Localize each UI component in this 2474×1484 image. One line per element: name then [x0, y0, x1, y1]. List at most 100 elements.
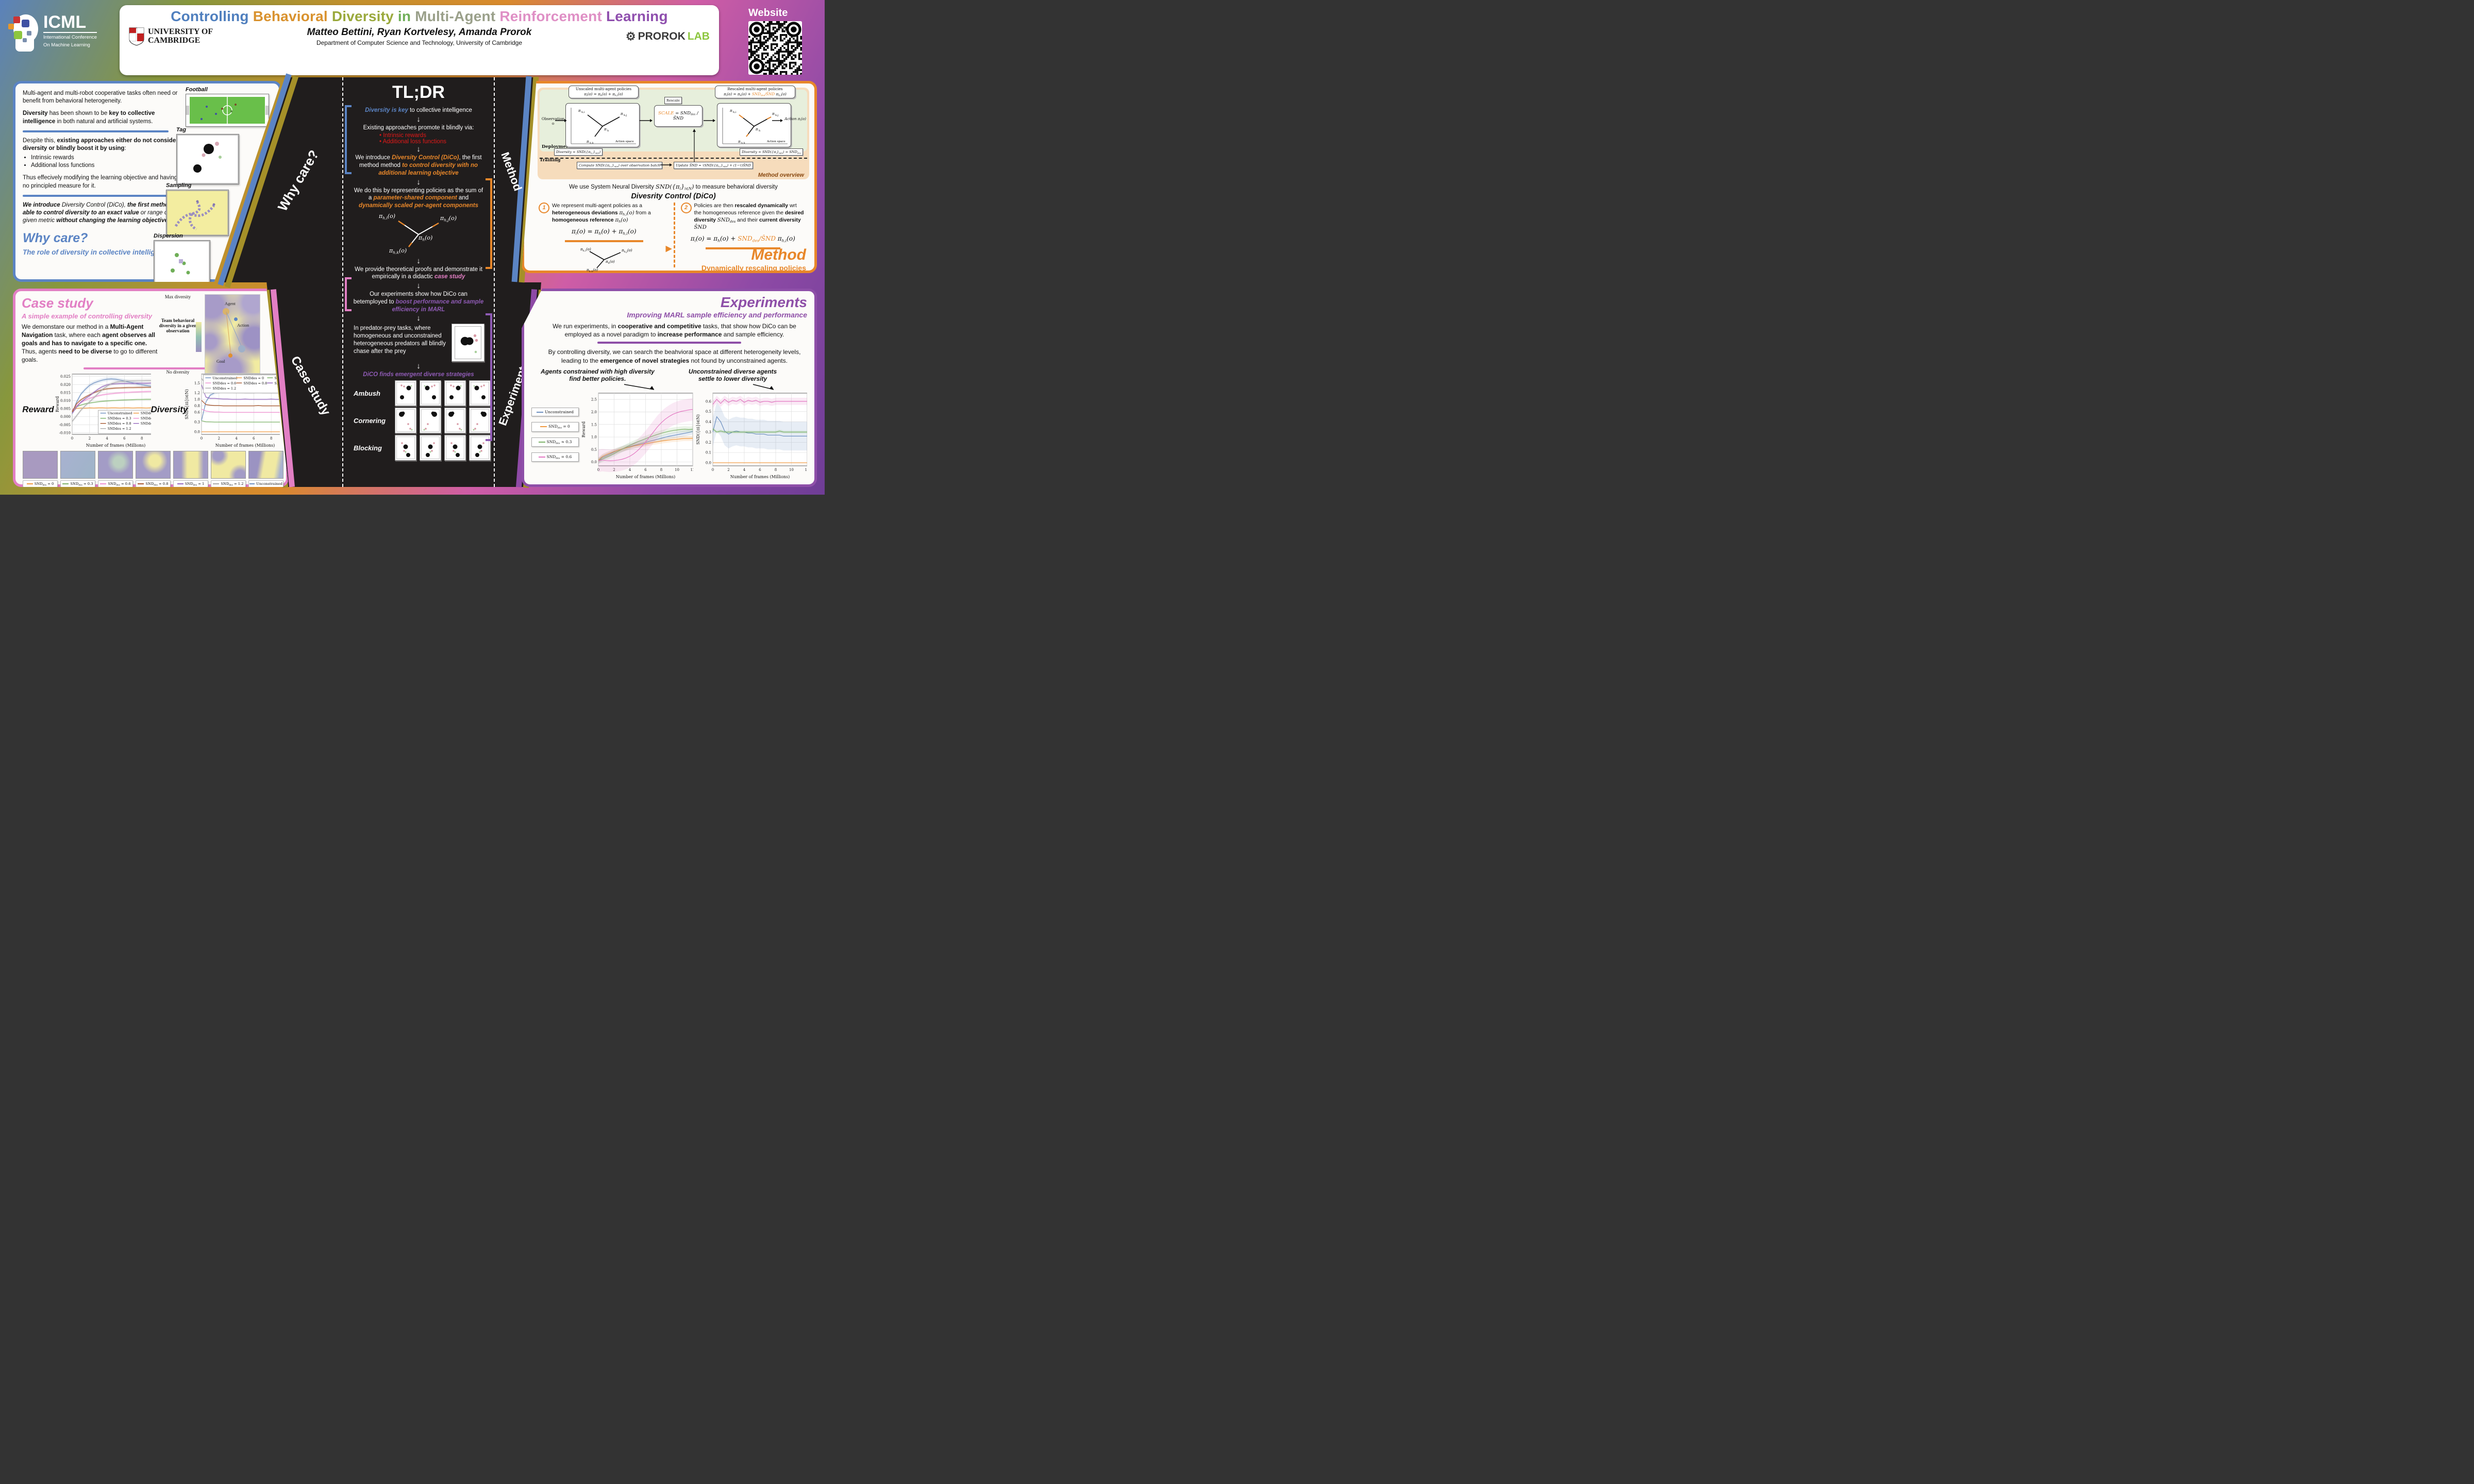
svg-text:h,k: h,k — [741, 142, 746, 145]
method-overview-figure: Deployment Unscaled multi-agent policies… — [538, 86, 809, 179]
svg-text:Reward: Reward — [55, 396, 60, 412]
case-study-title: Case study — [22, 295, 93, 311]
svg-text:πh,i(o): πh,i(o) — [378, 213, 395, 221]
method-section-subtitle: Dynamically rescaling policies — [701, 264, 806, 273]
svg-text:0.0: 0.0 — [705, 461, 711, 465]
compute-snd-box: Compute SND({πh,i}i∈N) over observation … — [577, 162, 663, 170]
svg-text:0: 0 — [200, 436, 202, 441]
svg-text:SNDdes = 1: SNDdes = 1 — [141, 421, 151, 426]
svg-text:πh,j(o): πh,j(o) — [621, 248, 632, 254]
svg-text:h,i: h,i — [581, 111, 585, 114]
blocking-frames — [395, 435, 491, 461]
cambridge-line1: UNIVERSITY OF — [148, 27, 213, 37]
svg-text:Number of frames (Millions): Number of frames (Millions) — [86, 443, 146, 448]
strategy-label-blocking: Blocking — [354, 444, 382, 452]
svg-text:Reward: Reward — [581, 421, 586, 437]
divider — [597, 342, 741, 344]
tldr-item-strategies: DiCO finds emergent diverse strategies — [363, 372, 474, 378]
svg-text:1.0: 1.0 — [194, 397, 199, 401]
svg-text:h,k: h,k — [590, 142, 594, 145]
strategy-label-cornering: Cornering — [354, 416, 386, 425]
svg-text:0.6: 0.6 — [194, 410, 200, 414]
arrow-down-icon: ↓ — [416, 256, 421, 265]
divider — [83, 367, 233, 369]
svg-text:SNDdes = 0.8: SNDdes = 0.8 — [243, 381, 267, 385]
svg-text:π: π — [772, 112, 775, 116]
experiments-reward-chart: 0 2 4 6 8 10 12 0.0 0.5 1.0 1.5 2.0 2.5 Number of fra… — [581, 393, 693, 479]
svg-text:10: 10 — [789, 468, 794, 472]
header: Controlling Behavioral Diversity in Mult… — [120, 5, 719, 75]
svg-text:0.5: 0.5 — [705, 410, 711, 414]
svg-text:4: 4 — [629, 468, 631, 472]
svg-text:4: 4 — [743, 468, 745, 472]
cambridge-line2: CAMBRIDGE — [148, 36, 200, 45]
strategy-label-ambush: Ambush — [354, 389, 380, 397]
svg-text:SNDdes = 0.8: SNDdes = 0.8 — [108, 421, 131, 426]
experiments-title: Experiments — [720, 294, 807, 310]
icml-subtitle-2: On Machine Learning — [43, 42, 90, 48]
tldr-item-predator-prey: In predator-prey tasks, where homogeneou… — [354, 325, 446, 355]
svg-text:-0.010: -0.010 — [59, 431, 71, 435]
tldr-item-policy-sum: We do this by representing policies as t… — [354, 187, 483, 209]
bracket-case-study — [345, 277, 352, 311]
arrow-down-icon: ↓ — [416, 314, 421, 323]
method-section-title: Method — [751, 246, 806, 264]
rescale-label-box: Rescale — [664, 97, 682, 104]
thumb-unconstrained — [248, 450, 283, 479]
tldr-title: TL;DR — [392, 82, 445, 102]
why-care-subheading: The role of diversity in collective inte… — [23, 248, 171, 257]
intro-bullet-loss: Additional loss functions — [31, 162, 181, 170]
rescaled-policies-box: Rescaled multi-agent policies πi(o) = πh… — [715, 86, 795, 99]
svg-text:0.1: 0.1 — [705, 450, 711, 454]
svg-text:1.5: 1.5 — [591, 423, 597, 427]
experiments-legend: Unconstrained SNDdes = 0 SNDdes ≈ 0.3 SN… — [531, 408, 579, 462]
cambridge-logo: UNIVERSITY OF CAMBRIDGE — [129, 27, 213, 46]
tldr-bullet-loss: Additional loss functions — [379, 139, 484, 145]
svg-text:SNDdes = 0.6: SNDdes = 0.6 — [141, 416, 151, 420]
divider — [23, 130, 169, 132]
tldr-item-proofs: We provide theoretical proofs and demons… — [355, 266, 482, 280]
svg-text:πh,k(o): πh,k(o) — [389, 247, 407, 254]
svg-text:SNDdes = 1.2: SNDdes = 1.2 — [212, 386, 236, 390]
icml-wordmark: ICML — [43, 13, 97, 33]
svg-text:6: 6 — [759, 468, 761, 472]
svg-text:4: 4 — [235, 436, 238, 441]
icml-head-icon — [8, 14, 38, 52]
experiments-snd-chart: 0 2 4 6 8 10 12 0.0 0.1 0.2 0.3 0.4 0.5 0.6 Number of … — [696, 393, 807, 479]
svg-text:1.0: 1.0 — [591, 435, 597, 439]
svg-text:π: π — [738, 140, 741, 144]
arrow-down-icon: ↓ — [416, 177, 421, 187]
tldr-item-diversity-key: Diversity is key to collective intellige… — [365, 107, 472, 113]
dico-heading: Divesrity Control (DiCo) — [631, 192, 716, 201]
svg-text:0.0: 0.0 — [194, 430, 199, 434]
divider — [23, 194, 169, 197]
arrow-down-icon: ↓ — [416, 114, 421, 124]
cornering-frames — [395, 408, 491, 434]
case-study-subtitle: A simple example of controlling diversit… — [22, 312, 153, 320]
case-study-body: We demonstare our method in a Multi-Agen… — [22, 323, 158, 363]
svg-text:SNDdes = 0.3: SNDdes = 0.3 — [108, 416, 131, 420]
qr-code — [748, 21, 802, 75]
method-panel: Deployment Unscaled multi-agent policies… — [522, 81, 817, 273]
colorbar-caption: Team behavioral diversity in a given obs… — [159, 318, 197, 333]
env-football: Football — [186, 87, 271, 129]
svg-text:0.000: 0.000 — [60, 415, 71, 419]
dico-formula-2: πi(o) = πh(o) + SNDdes/ŜND πh,i(o) — [690, 234, 795, 243]
svg-text:0.6: 0.6 — [705, 399, 711, 403]
svg-text:SNDdes = 1.2: SNDdes = 1.2 — [108, 427, 131, 431]
svg-text:SND({πi}i∈N): SND({πi}i∈N) — [185, 389, 189, 419]
snd-definition-line: We use System Neural Diversity SND({πi}i… — [569, 183, 778, 191]
svg-text:π: π — [755, 127, 758, 131]
figure-label-max-diversity: Max diversity — [164, 294, 191, 299]
env-tag: Tag — [176, 127, 241, 187]
bracket-experiments — [486, 313, 492, 441]
svg-text:π: π — [620, 112, 623, 116]
svg-text:SNDdes = 0: SNDdes = 0 — [243, 376, 264, 380]
svg-text:Action space: Action space — [615, 140, 634, 143]
agent2-dot — [238, 345, 245, 352]
svg-text:0.0: 0.0 — [591, 460, 597, 464]
svg-text:πh,k(o): πh,k(o) — [586, 268, 598, 272]
update-snd-box: Update ŜND = τSND({πh,i}i∈N) + (1−τ)ŜND — [674, 162, 753, 170]
